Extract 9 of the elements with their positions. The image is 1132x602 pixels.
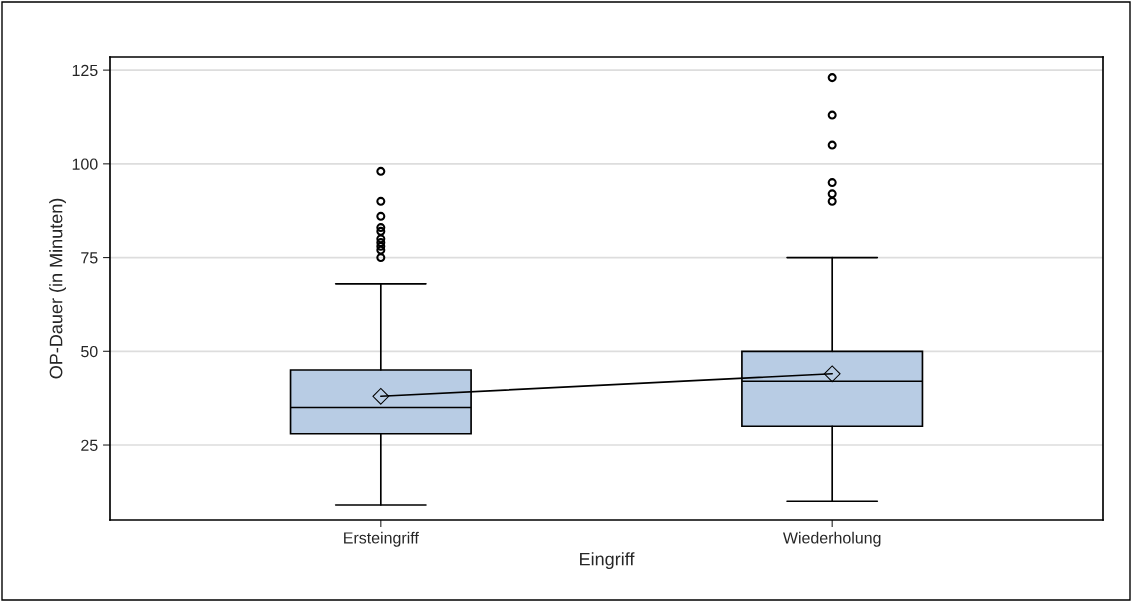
y-tick-label: 100 (72, 158, 98, 170)
y-tick-label: 125 (72, 64, 98, 77)
x-tick-label: Ersteingriff (344, 531, 419, 547)
x-axis-title: Eingriff (580, 552, 635, 570)
y-tick-label: 75 (81, 252, 98, 264)
y-tick-label: 50 (81, 345, 98, 358)
y-tick-label: 25 (81, 439, 98, 451)
y-axis-title: OP-Dauer (in Minuten) (49, 198, 66, 379)
x-tick-label: Wiederholung (782, 531, 881, 547)
